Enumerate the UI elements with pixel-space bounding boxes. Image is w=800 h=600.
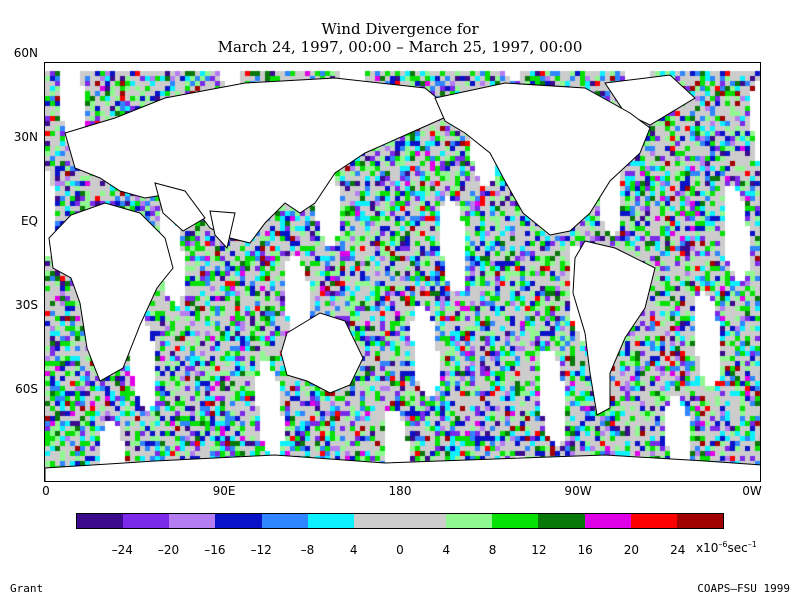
units-exponent: –6	[718, 540, 728, 549]
eurasia-landmass	[64, 77, 456, 244]
lon-label-0w: 0W	[742, 484, 762, 498]
lat-label-60s: 60S	[15, 382, 38, 396]
arabia-landmass	[154, 182, 206, 232]
color-swatch-6	[353, 514, 400, 528]
color-swatch-1	[123, 514, 170, 528]
color-legend-label-1: –20	[157, 543, 180, 557]
lon-label-0: 0	[42, 484, 50, 498]
lon-label-90w: 90W	[564, 484, 592, 498]
color-legend-bar	[76, 513, 724, 529]
units-tail: sec	[727, 541, 748, 555]
divergence-map	[44, 62, 761, 482]
footer-author: Grant	[10, 582, 44, 595]
color-legend-units: x10–6sec–1	[696, 540, 757, 555]
north-america-landmass	[434, 82, 651, 236]
color-swatch-3	[215, 514, 262, 528]
color-swatch-7	[399, 514, 447, 528]
color-legend-label-3: –12	[250, 543, 272, 557]
color-legend-label-0: –24	[111, 543, 133, 557]
color-swatch-4	[261, 514, 308, 528]
footer-credit: COAPS–FSU 1999	[697, 582, 790, 595]
units-tail-exponent: –1	[747, 540, 757, 549]
color-legend-label-10: 16	[577, 543, 593, 557]
color-swatch-13	[676, 514, 723, 528]
color-swatch-2	[169, 514, 216, 528]
title-line-1: Wind Divergence for	[321, 20, 479, 38]
color-swatch-10	[538, 514, 585, 528]
color-swatch-11	[584, 514, 631, 528]
lon-label-180: 180	[388, 484, 412, 498]
color-swatch-9	[492, 514, 539, 528]
color-swatch-0	[77, 514, 124, 528]
color-legend-label-5: 4	[349, 543, 358, 557]
color-legend-label-6: 0	[396, 543, 404, 557]
lon-label-90e: 90E	[212, 484, 236, 498]
color-legend-label-4: –8	[300, 543, 315, 557]
color-swatch-5	[307, 514, 354, 528]
lat-label-eq: EQ	[20, 214, 38, 228]
lat-label-30s: 30S	[15, 298, 38, 312]
color-swatch-12	[630, 514, 677, 528]
title-line-2: March 24, 1997, 00:00 – March 25, 1997, …	[217, 38, 583, 56]
color-legend-label-9: 12	[531, 543, 547, 557]
units-base: x10	[696, 541, 719, 555]
color-legend-label-2: –16	[204, 543, 226, 557]
antarctica-landmass	[45, 454, 760, 481]
color-legend-label-11: 20	[623, 543, 640, 557]
lat-label-30n: 30N	[13, 130, 38, 144]
color-legend-label-7: 4	[442, 543, 451, 557]
continents-layer	[45, 74, 760, 481]
color-swatch-8	[446, 514, 493, 528]
lat-label-60n: 60N	[13, 46, 38, 60]
color-legend-label-8: 8	[488, 543, 497, 557]
south-america-landmass	[572, 240, 656, 416]
africa-landmass	[48, 202, 174, 382]
australia-landmass	[280, 312, 364, 394]
india-landmass	[209, 210, 236, 250]
color-legend-label-12: 24	[670, 543, 686, 557]
